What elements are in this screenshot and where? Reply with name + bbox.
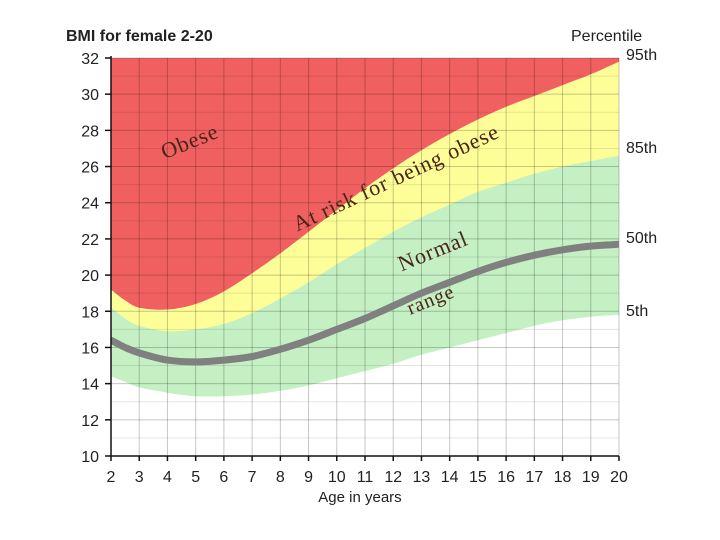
x-tick-label: 5 (191, 469, 200, 486)
x-tick-label: 3 (135, 469, 144, 486)
y-tick-label: 26 (81, 160, 99, 177)
x-tick-label: 8 (276, 469, 285, 486)
y-tick-label: 22 (81, 232, 99, 249)
y-tick-label: 30 (81, 87, 99, 104)
x-tick-label: 10 (328, 469, 346, 486)
y-tick-label: 14 (81, 377, 99, 394)
x-tick-label: 14 (441, 469, 459, 486)
y-tick-label: 12 (81, 413, 99, 430)
percentile-area-5th (111, 314, 619, 456)
x-tick-label: 13 (413, 469, 431, 486)
x-tick-label: 11 (357, 469, 374, 486)
x-tick-label: 19 (582, 469, 600, 486)
percentile-label-95th: 95th (626, 47, 657, 64)
percentile-label-50th: 50th (626, 230, 657, 247)
x-tick-label: 17 (525, 469, 543, 486)
percentile-heading: Percentile (571, 28, 642, 45)
x-tick-label: 16 (497, 469, 515, 486)
y-tick-label: 24 (81, 196, 99, 213)
percentile-label-5th: 5th (626, 303, 648, 320)
x-tick-label: 15 (469, 469, 487, 486)
x-tick-label: 4 (163, 469, 172, 486)
y-tick-label: 20 (81, 268, 99, 285)
x-tick-label: 7 (248, 469, 257, 486)
x-tick-label: 6 (219, 469, 228, 486)
median-line (111, 240, 619, 366)
y-tick-label: 18 (81, 304, 99, 321)
y-tick-label: 32 (81, 51, 99, 68)
y-tick-label: 16 (81, 340, 99, 357)
x-tick-label: 12 (384, 469, 402, 486)
x-tick-label: 2 (107, 469, 116, 486)
y-tick-label: 28 (81, 123, 99, 140)
x-tick-label: 18 (554, 469, 572, 486)
x-tick-label: 9 (304, 469, 313, 486)
chart-title: BMI for female 2-20 (66, 28, 213, 45)
x-axis-label: Age in years (318, 489, 401, 506)
y-tick-label: 10 (81, 449, 99, 466)
x-tick-label: 20 (610, 469, 628, 486)
percentile-label-85th: 85th (626, 140, 657, 157)
